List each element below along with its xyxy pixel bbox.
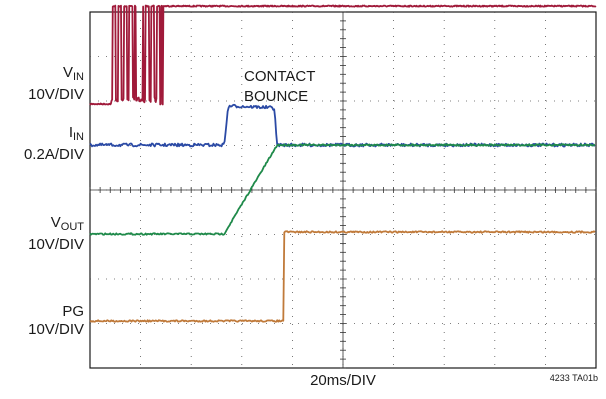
vout-scale: 10V/DIV	[28, 236, 84, 253]
annotation-line-1: CONTACT	[244, 68, 316, 85]
iin-label: IIN 0.2A/DIV	[0, 124, 84, 164]
vout-label: VOUT 10V/DIV	[0, 214, 84, 254]
iin-scale: 0.2A/DIV	[23, 146, 84, 163]
figure-code: 4233 TA01b	[549, 373, 598, 383]
x-axis-label: 20ms/DIV	[310, 372, 376, 389]
annotation-line-2: BOUNCE	[244, 88, 309, 105]
vin-scale: 10V/DIV	[28, 86, 84, 103]
trace-vin	[89, 4, 597, 106]
vin-name: VIN	[62, 64, 84, 83]
trace-vout	[89, 143, 596, 236]
pg-label: PG 10V/DIV	[0, 303, 84, 339]
vout-name: VOUT	[50, 214, 84, 233]
trace-pg	[89, 230, 596, 323]
vin-label: VIN 10V/DIV	[0, 64, 84, 104]
pg-name: PG	[62, 303, 84, 320]
contact-bounce-annotation: CONTACT BOUNCE	[244, 67, 315, 107]
iin-name: IIN	[68, 124, 84, 143]
pg-scale: 10V/DIV	[28, 321, 84, 338]
